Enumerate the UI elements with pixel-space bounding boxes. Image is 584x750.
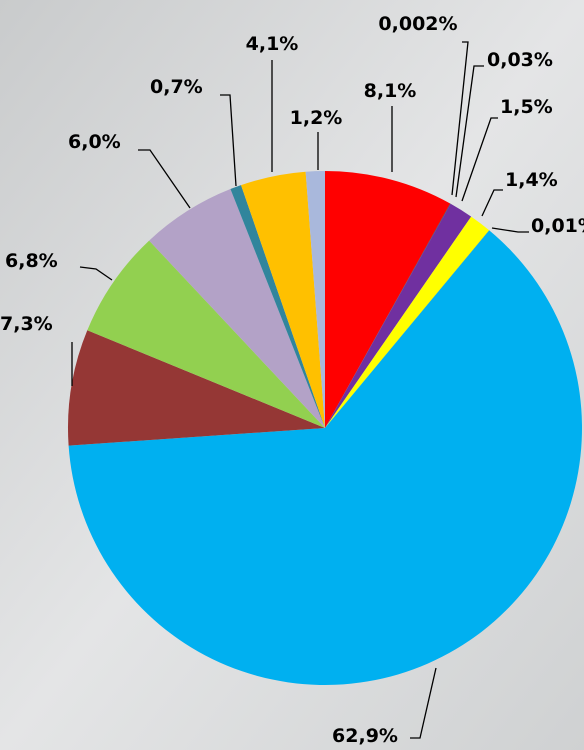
leader-line — [410, 667, 437, 739]
data-label: 4,1% — [246, 33, 299, 55]
leader-line — [138, 149, 191, 209]
pie-slice — [149, 189, 325, 428]
leader-line — [491, 227, 529, 233]
data-label: 1,5% — [500, 96, 553, 118]
data-label: 1,4% — [505, 169, 558, 191]
data-label: 0,03% — [487, 49, 553, 71]
data-label: 0,002% — [378, 13, 457, 35]
leader-line — [455, 65, 484, 198]
data-label: 6,0% — [68, 131, 121, 153]
data-label: 0,7% — [150, 76, 203, 98]
data-label: 6,8% — [5, 250, 58, 272]
pie-slice — [325, 171, 451, 428]
pie-slice — [241, 171, 325, 428]
pie-slice — [68, 230, 582, 686]
pie-slice — [87, 240, 325, 428]
data-label: 8,1% — [364, 80, 417, 102]
leader-line — [220, 94, 237, 187]
pie-slice — [325, 203, 472, 428]
leader-line — [461, 117, 498, 202]
pie — [67, 171, 582, 686]
pie-slice — [325, 203, 451, 428]
labels: 8,1% 0,002% 0,03% 1,5% 1,4% 0,01% 62,9% 7,3% 6,8… — [0, 13, 584, 747]
pie-slice — [67, 330, 325, 446]
data-label: 0,01% — [531, 215, 584, 237]
leader-line — [451, 41, 469, 196]
pie-slice — [325, 203, 451, 428]
leader-line — [79, 266, 113, 281]
data-label: 7,3% — [0, 313, 53, 335]
data-label: 1,2% — [290, 107, 343, 129]
leader-line — [481, 189, 503, 217]
data-label: 62,9% — [332, 725, 398, 747]
pie-slice — [230, 185, 325, 428]
pie-slice — [305, 171, 325, 428]
pie-slice — [325, 216, 490, 428]
pie-slice — [325, 230, 490, 428]
